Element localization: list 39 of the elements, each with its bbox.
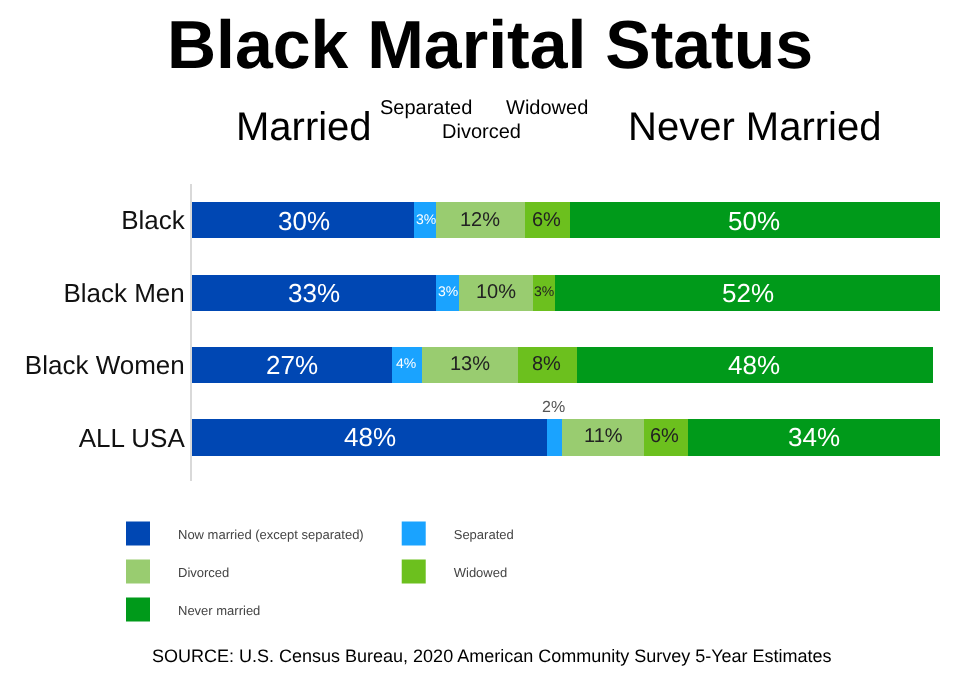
text: Divorced — [442, 122, 521, 144]
data-label: 2% — [542, 398, 566, 416]
data-label: 30% — [278, 206, 331, 236]
y-tick-label: Black Women — [24, 350, 185, 381]
text: Never Married — [628, 106, 882, 150]
bar — [547, 419, 563, 456]
data-label: 6% — [650, 426, 680, 448]
chart-title: Black Marital Status — [166, 8, 814, 85]
data-label: 33% — [288, 278, 341, 308]
bar — [577, 347, 933, 384]
data-label: 11% — [584, 426, 623, 448]
text: Married — [236, 106, 372, 150]
data-label: 6% — [532, 210, 562, 232]
source-note: SOURCE: U.S. Census Bureau, 2020 American Community Survey 5-Year Estimates — [152, 646, 833, 666]
bar — [569, 202, 940, 239]
bar — [192, 347, 392, 384]
bar — [192, 274, 437, 311]
bar — [562, 419, 644, 456]
y-tick-label: Black — [121, 205, 186, 236]
text: Widowed — [506, 98, 589, 120]
bar — [192, 419, 548, 456]
y-tick-label: ALL USA — [78, 422, 186, 453]
data-label: 12% — [460, 210, 501, 232]
data-label: 27% — [266, 350, 319, 380]
text: Separated — [380, 98, 473, 120]
bar — [436, 202, 526, 239]
data-label: 13% — [450, 354, 491, 376]
data-label: 50% — [728, 206, 781, 236]
data-label: 48% — [728, 350, 781, 380]
data-label: 34% — [788, 422, 841, 452]
data-label: 48% — [344, 422, 397, 452]
bar — [554, 274, 940, 311]
bar — [421, 347, 518, 384]
data-label: 10% — [476, 282, 517, 304]
y-tick-label: Black Men — [63, 277, 185, 308]
data-label: 8% — [532, 354, 562, 376]
bar — [688, 419, 940, 456]
bar — [192, 202, 415, 239]
data-label: 52% — [722, 278, 775, 308]
